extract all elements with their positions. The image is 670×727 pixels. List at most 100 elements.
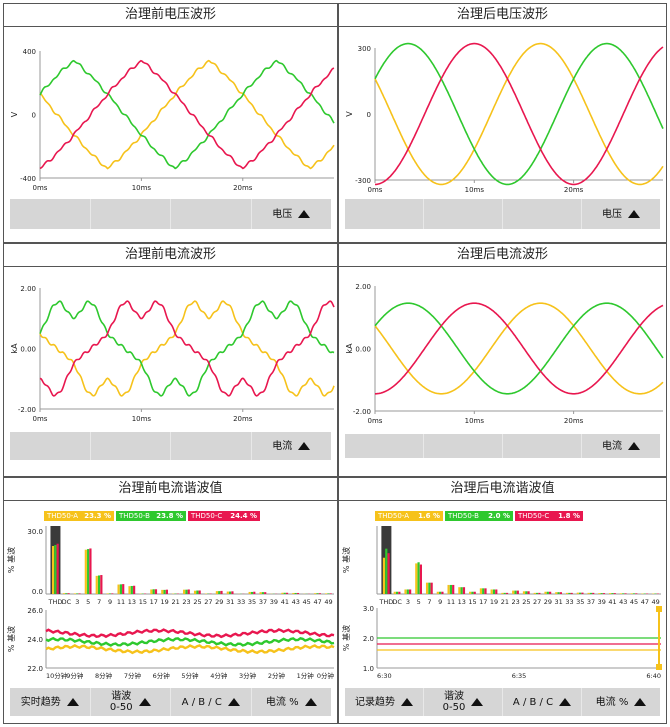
panel-title: 治理后电压波形 [339,4,666,27]
harmonic-label: 3 [75,598,79,606]
toolbar-slot-1 [10,432,91,460]
trend-y-axis-label: % 基波 [341,625,351,651]
triangle-up-icon [138,698,151,706]
harmonic-bar-c [452,584,455,594]
series-line-a [39,300,335,397]
button-label-line2: 0-50 [109,702,133,713]
series-line-c [39,59,335,170]
harmonic-label: 37 [259,598,267,606]
panel-harmonics-before: 治理前电流谐波值 THD50-A 23.3 % THD50-B 23.8 % THD… [3,477,338,724]
harmonic-bar-c [505,592,509,594]
harmonic-bar-b [503,592,506,594]
harmonic-bar-c [111,593,114,594]
trend-line-b [45,636,335,647]
toolbar-slot-1 [345,199,424,229]
x-tick-label: 10ms [132,184,152,192]
harmonic-label: 47 [641,598,649,606]
series-line-c [375,302,664,395]
voltage-button[interactable]: 电压 [582,199,660,229]
harmonic-bar-b [622,593,625,594]
phase-select-button[interactable]: A / B / C [171,688,252,716]
harmonic-bar-b [611,593,614,594]
harmonic-label: 7 [427,598,431,606]
phase-select-button[interactable]: A / B / C [503,688,582,716]
harmonic-bar-b [525,591,528,594]
thd-badge-value: 1.8 [558,512,571,520]
thd-badge-value: 1.6 [418,512,431,520]
panel-title: 治理后电流谐波值 [339,478,666,501]
harmonic-label: 37 [587,598,595,606]
harmonic-bar-a [73,593,77,594]
thd-badge-a: THD50-A 23.3 % [44,511,114,521]
x-tick-label: 10ms [465,417,485,425]
harmonic-bar-b [65,593,68,594]
harmonic-range-button[interactable]: 谐波 0-50 [424,688,503,716]
harmonic-bar-b [385,548,388,594]
harmonic-bar-b [97,575,101,594]
harmonic-label: 19 [490,598,498,606]
harmonic-bar-c [602,593,606,594]
toolbar-slot-3 [171,199,252,229]
harmonic-bar-a [95,575,98,594]
thd-badge-value: 2.0 [488,512,501,520]
harmonic-bar-b [185,589,188,594]
thd-badge-b: THD50-B 2.0 % [445,511,513,521]
harmonic-bar-a [490,589,493,594]
harmonic-bar-c [527,591,530,594]
harmonic-label: 25 [193,598,201,606]
series-line-b [39,300,335,397]
harmonic-bar-c [635,593,638,594]
current-button[interactable]: 电流 [582,434,660,458]
harmonic-bar-b [87,549,90,594]
comparison-grid: 治理前电压波形 400 0 -400 V 0ms 10ms 20ms 电压 治理后电压波形 … [3,3,667,724]
current-after-chart: 2.00 0.00 -2.00 kA 0ms 10ms 20ms [345,283,664,425]
harmonic-bar-a [609,593,612,594]
button-label-line2: 0-50 [442,702,466,713]
harmonic-bar-a [193,590,197,594]
button-label: A / B / C [181,696,222,708]
harmonic-bar-a [314,593,317,594]
series-line-b [374,302,664,395]
panel-current-before: 治理前电流波形 2.00 0.00 -2.00 kA 0ms 10ms 20ms 电流 [3,243,338,477]
panel-title: 治理前电流波形 [4,244,337,267]
harmonic-bar-b [482,588,485,594]
record-trend-button[interactable]: 记录趋势 [345,688,424,716]
realtime-trend-button[interactable]: 实时趋势 [10,688,91,716]
harmonic-bar-c [613,593,616,594]
x-tick-label: 0ms [368,186,383,194]
harmonic-range-button[interactable]: 谐波 0-50 [91,688,171,716]
unit-select-button[interactable]: 电流 % [582,688,660,716]
harmonic-bar-a [62,593,66,594]
harmonic-label: DC [62,598,72,606]
y-tick-label: -300 [355,177,371,185]
harmonic-label: 27 [533,598,541,606]
harmonic-bar-a [458,587,461,594]
y-tick-label: 0.0 [32,588,43,596]
trend-y-tick-label: 1.0 [363,665,374,673]
harmonic-bar-a [259,592,262,594]
harmonic-bar-c [78,593,81,594]
harmonic-label: 13 [458,598,466,606]
harmonic-bar-b [130,585,133,594]
harmonic-bar-c [549,591,552,594]
harmonic-bar-c [430,582,433,594]
harmonic-bar-b [439,591,442,594]
toolbar-slot-2 [424,199,503,229]
toolbar-slot-2 [91,199,171,229]
harmonic-bar-c [154,589,158,594]
harmonic-bar-a [84,549,87,594]
panel-title: 治理前电压波形 [4,4,337,27]
voltage-button[interactable]: 电压 [252,199,332,229]
harmonic-bar-b [76,593,79,594]
harmonic-bar-b [449,584,452,594]
trend-line-a [45,644,335,655]
series-line-a [374,42,664,186]
harmonic-bar-a [544,591,547,594]
current-button[interactable]: 电流 [252,432,332,460]
harmonic-bar-a [501,592,504,594]
trend-x-tick-label: 10分钟 [46,671,68,680]
harmonic-bar-c [398,591,401,594]
trend-x-tick-label: 7分钟 [124,671,142,680]
unit-select-button[interactable]: 电流 % [252,688,332,716]
button-label: 谐波 [443,691,464,702]
